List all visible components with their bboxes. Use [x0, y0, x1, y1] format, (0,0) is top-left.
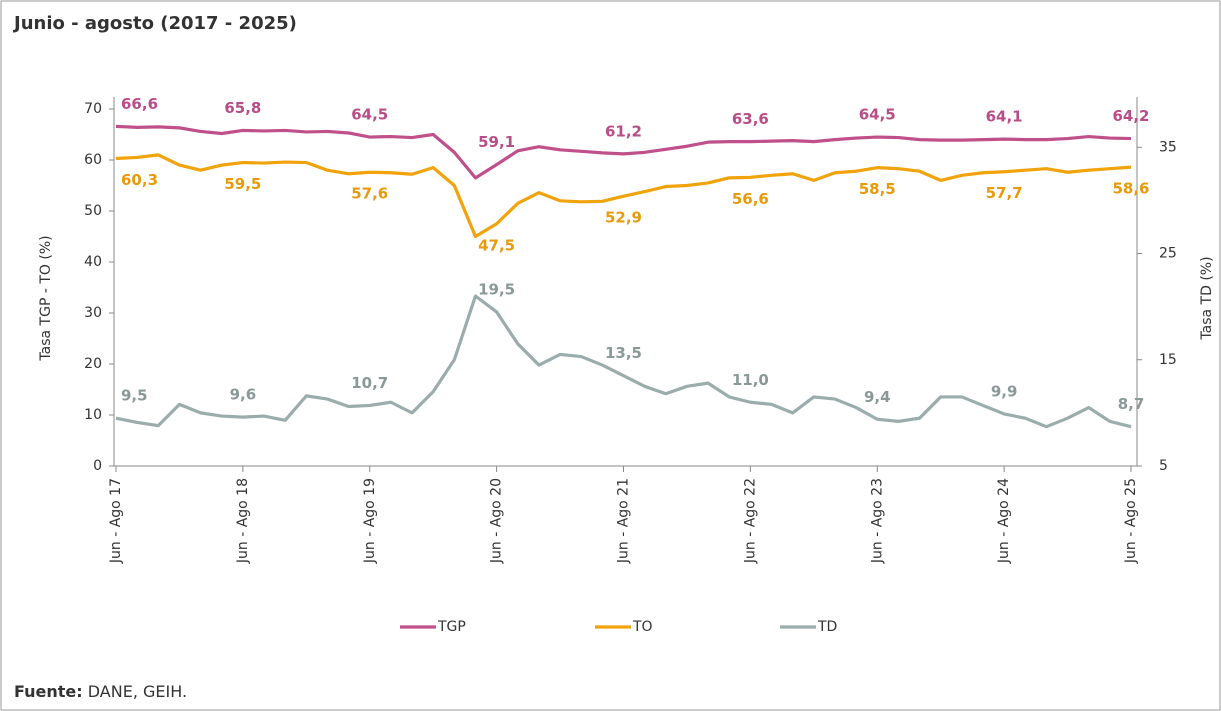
- x-tick-label: Jun - Ago 23: [869, 478, 885, 564]
- data-label: 60,3: [121, 171, 158, 189]
- data-label: 9,9: [991, 382, 1018, 400]
- data-label: 58,6: [1112, 180, 1149, 198]
- y-tick-label: 0: [93, 458, 102, 474]
- y-tick-label: 30: [84, 305, 102, 321]
- y2-tick-label: 25: [1159, 246, 1177, 262]
- data-label: 66,6: [121, 95, 158, 113]
- legend-label: TO: [632, 619, 653, 635]
- data-label: 9,5: [121, 387, 148, 405]
- y-tick-label: 40: [84, 254, 102, 270]
- y2-tick-label: 15: [1159, 352, 1177, 368]
- data-label: 64,2: [1112, 107, 1149, 125]
- data-label: 52,9: [605, 209, 642, 227]
- x-tick-label: Jun - Ago 18: [235, 478, 251, 564]
- y-tick-label: 60: [84, 152, 102, 168]
- x-tick-label: Jun - Ago 19: [362, 478, 378, 564]
- y2-axis-title: Tasa TD (%): [1199, 256, 1215, 340]
- y-tick-label: 50: [84, 203, 102, 219]
- data-label: 64,5: [351, 106, 388, 124]
- data-label: 9,6: [230, 386, 257, 404]
- x-tick-label: Jun - Ago 20: [489, 478, 505, 564]
- data-label: 61,2: [605, 122, 642, 140]
- data-label: 64,5: [859, 106, 896, 124]
- data-label: 19,5: [478, 280, 515, 298]
- y-tick-label: 20: [84, 356, 102, 372]
- data-label: 13,5: [605, 344, 642, 362]
- source: Fuente: DANE, GEIH.: [14, 682, 187, 701]
- legend-label: TD: [817, 619, 837, 635]
- data-label: 59,1: [478, 133, 515, 151]
- y2-tick-label: 5: [1159, 458, 1168, 474]
- y-tick-label: 70: [84, 101, 102, 117]
- x-tick-label: Jun - Ago 17: [108, 478, 124, 564]
- data-label: 63,6: [732, 110, 769, 128]
- data-label: 65,8: [224, 99, 261, 117]
- series-line: [115, 124, 1132, 180]
- data-label: 58,5: [859, 180, 896, 198]
- data-label: 59,5: [224, 175, 261, 193]
- data-label: 10,7: [351, 374, 388, 392]
- x-tick-label: Jun - Ago 25: [1123, 478, 1139, 564]
- y2-tick-label: 35: [1159, 139, 1177, 155]
- series-line: [115, 294, 1132, 429]
- data-label: 8,7: [1118, 395, 1145, 413]
- legend-label: TGP: [437, 619, 466, 635]
- data-label: 11,0: [732, 371, 769, 389]
- source-text: DANE, GEIH.: [88, 682, 187, 701]
- chart-title: Junio - agosto (2017 - 2025): [12, 13, 297, 34]
- x-tick-label: Jun - Ago 24: [996, 478, 1012, 564]
- source-label: Fuente:: [14, 682, 83, 701]
- data-label: 9,4: [864, 388, 891, 406]
- x-tick-label: Jun - Ago 22: [742, 478, 758, 564]
- data-label: 56,6: [732, 190, 769, 208]
- y-axis-title: Tasa TGP - TO (%): [38, 235, 54, 361]
- x-tick-label: Jun - Ago 21: [616, 478, 632, 564]
- data-label: 64,1: [986, 108, 1023, 126]
- y-tick-label: 10: [84, 407, 102, 423]
- data-label: 57,7: [986, 184, 1023, 202]
- series-line: [115, 153, 1132, 239]
- data-label: 57,6: [351, 185, 388, 203]
- data-label: 47,5: [478, 236, 515, 254]
